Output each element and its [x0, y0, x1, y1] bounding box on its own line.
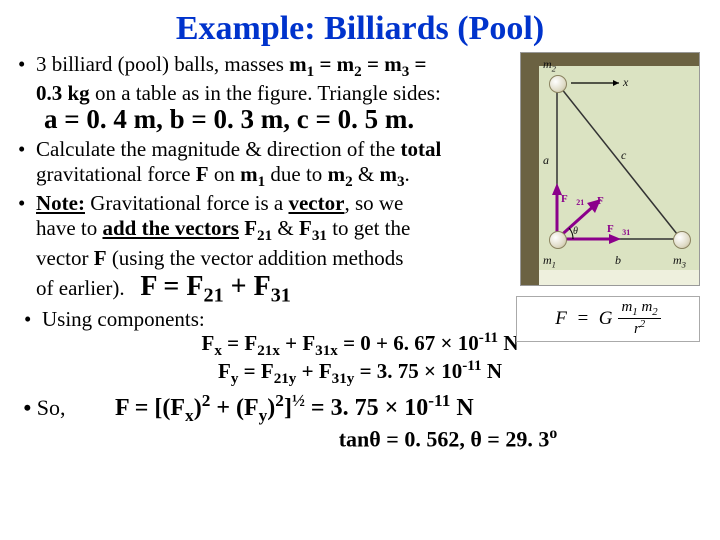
ball-m2: [549, 75, 567, 93]
using-components: Using components:: [42, 307, 205, 332]
of-earlier: of earlier).: [36, 276, 125, 300]
bullet-dot-icon: •: [18, 191, 36, 216]
b2e: due to: [265, 162, 327, 186]
bullet-2: • Calculate the magnitude & direction of…: [18, 137, 518, 191]
b1-intro: 3 billiard (pool) balls, masses: [36, 52, 289, 76]
rail-left: [521, 53, 539, 285]
Fbc: ]: [284, 395, 292, 421]
bullet-3-note: • Note: Gravitational force is a vector,…: [18, 191, 518, 270]
lbl-F21: F⃗21: [561, 193, 584, 207]
so-line: • So, F = [(Fx)2 + (Fy)2]½ = 3. 75 × 10-…: [18, 391, 702, 426]
b2a: Calculate the magnitude & direction of t…: [36, 137, 400, 161]
lbl-b: b: [615, 253, 621, 268]
lbl-m3: m3: [673, 253, 686, 269]
nh: (using the vector addition methods: [107, 246, 404, 270]
Fba: F = [(F: [115, 395, 185, 421]
triangle-sides: a = 0. 4 m, b = 0. 3 m, c = 0. 5 m.: [44, 104, 518, 135]
bullet-dot-icon: •: [18, 52, 36, 77]
b2f: &: [353, 162, 380, 186]
bullet-2-text: Calculate the magnitude & direction of t…: [36, 137, 441, 191]
lbl-x: x: [623, 75, 628, 90]
b2d: on: [209, 162, 241, 186]
fxv: = 0 + 6. 67: [338, 331, 435, 355]
fxe: 10: [453, 331, 479, 355]
nb: vector: [288, 191, 344, 215]
nc: , so we: [344, 191, 403, 215]
Fbb: + (F: [210, 395, 258, 421]
tan: tanθ = 0. 562, θ = 29. 3: [339, 427, 550, 452]
na: Gravitational force is a: [85, 191, 289, 215]
fyv: = 3. 75: [354, 359, 418, 383]
ne: add the vectors: [102, 216, 238, 240]
gravity-formula-box: F = G m1 m2 r2: [516, 296, 700, 342]
note-label: Note:: [36, 191, 85, 215]
Fbu: N: [450, 395, 473, 421]
nf: to get the: [327, 216, 410, 240]
so: So,: [37, 395, 66, 420]
slide-title: Example: Billiards (Pool): [18, 10, 702, 48]
lbl-m2: m2: [543, 57, 556, 73]
lbl-theta: θ: [573, 226, 578, 237]
b2c: gravitational force: [36, 162, 196, 186]
lbl-c: c: [621, 148, 626, 163]
b2b: total: [400, 137, 441, 161]
nd: have to: [36, 216, 102, 240]
ball-m1: [549, 231, 567, 249]
fy-line: Fy = F21y + F31y = 3. 75 × 10-11 N: [18, 358, 702, 388]
billiards-figure: m2 x a c b m1 m3 F⃗21 F⃗ F⃗31 θ: [520, 52, 700, 286]
ng: vector: [36, 246, 94, 270]
eqFp: + F: [224, 271, 271, 302]
bullet-3-text: Note: Gravitational force is a vector, s…: [36, 191, 410, 270]
lbl-F: F⃗: [597, 195, 612, 207]
Fbv: = 3. 75: [305, 395, 379, 421]
b1-rest: on a table as in the figure. Triangle si…: [90, 81, 441, 105]
lbl-a: a: [543, 153, 549, 168]
bullet-dot-icon: •: [24, 307, 42, 332]
lbl-F31: F⃗31: [607, 223, 630, 237]
eqF: F = F: [140, 271, 203, 302]
tan-line: tanθ = 0. 562, θ = 29. 3o: [18, 425, 702, 452]
bullet-1: • 3 billiard (pool) balls, masses m1 = m…: [18, 52, 518, 106]
fye: 10: [436, 359, 462, 383]
lbl-m1: m1: [543, 253, 556, 269]
bullet-1-text: 3 billiard (pool) balls, masses m1 = m2 …: [36, 52, 441, 106]
bullet-dot-icon: •: [18, 137, 36, 162]
ball-m3: [673, 231, 691, 249]
